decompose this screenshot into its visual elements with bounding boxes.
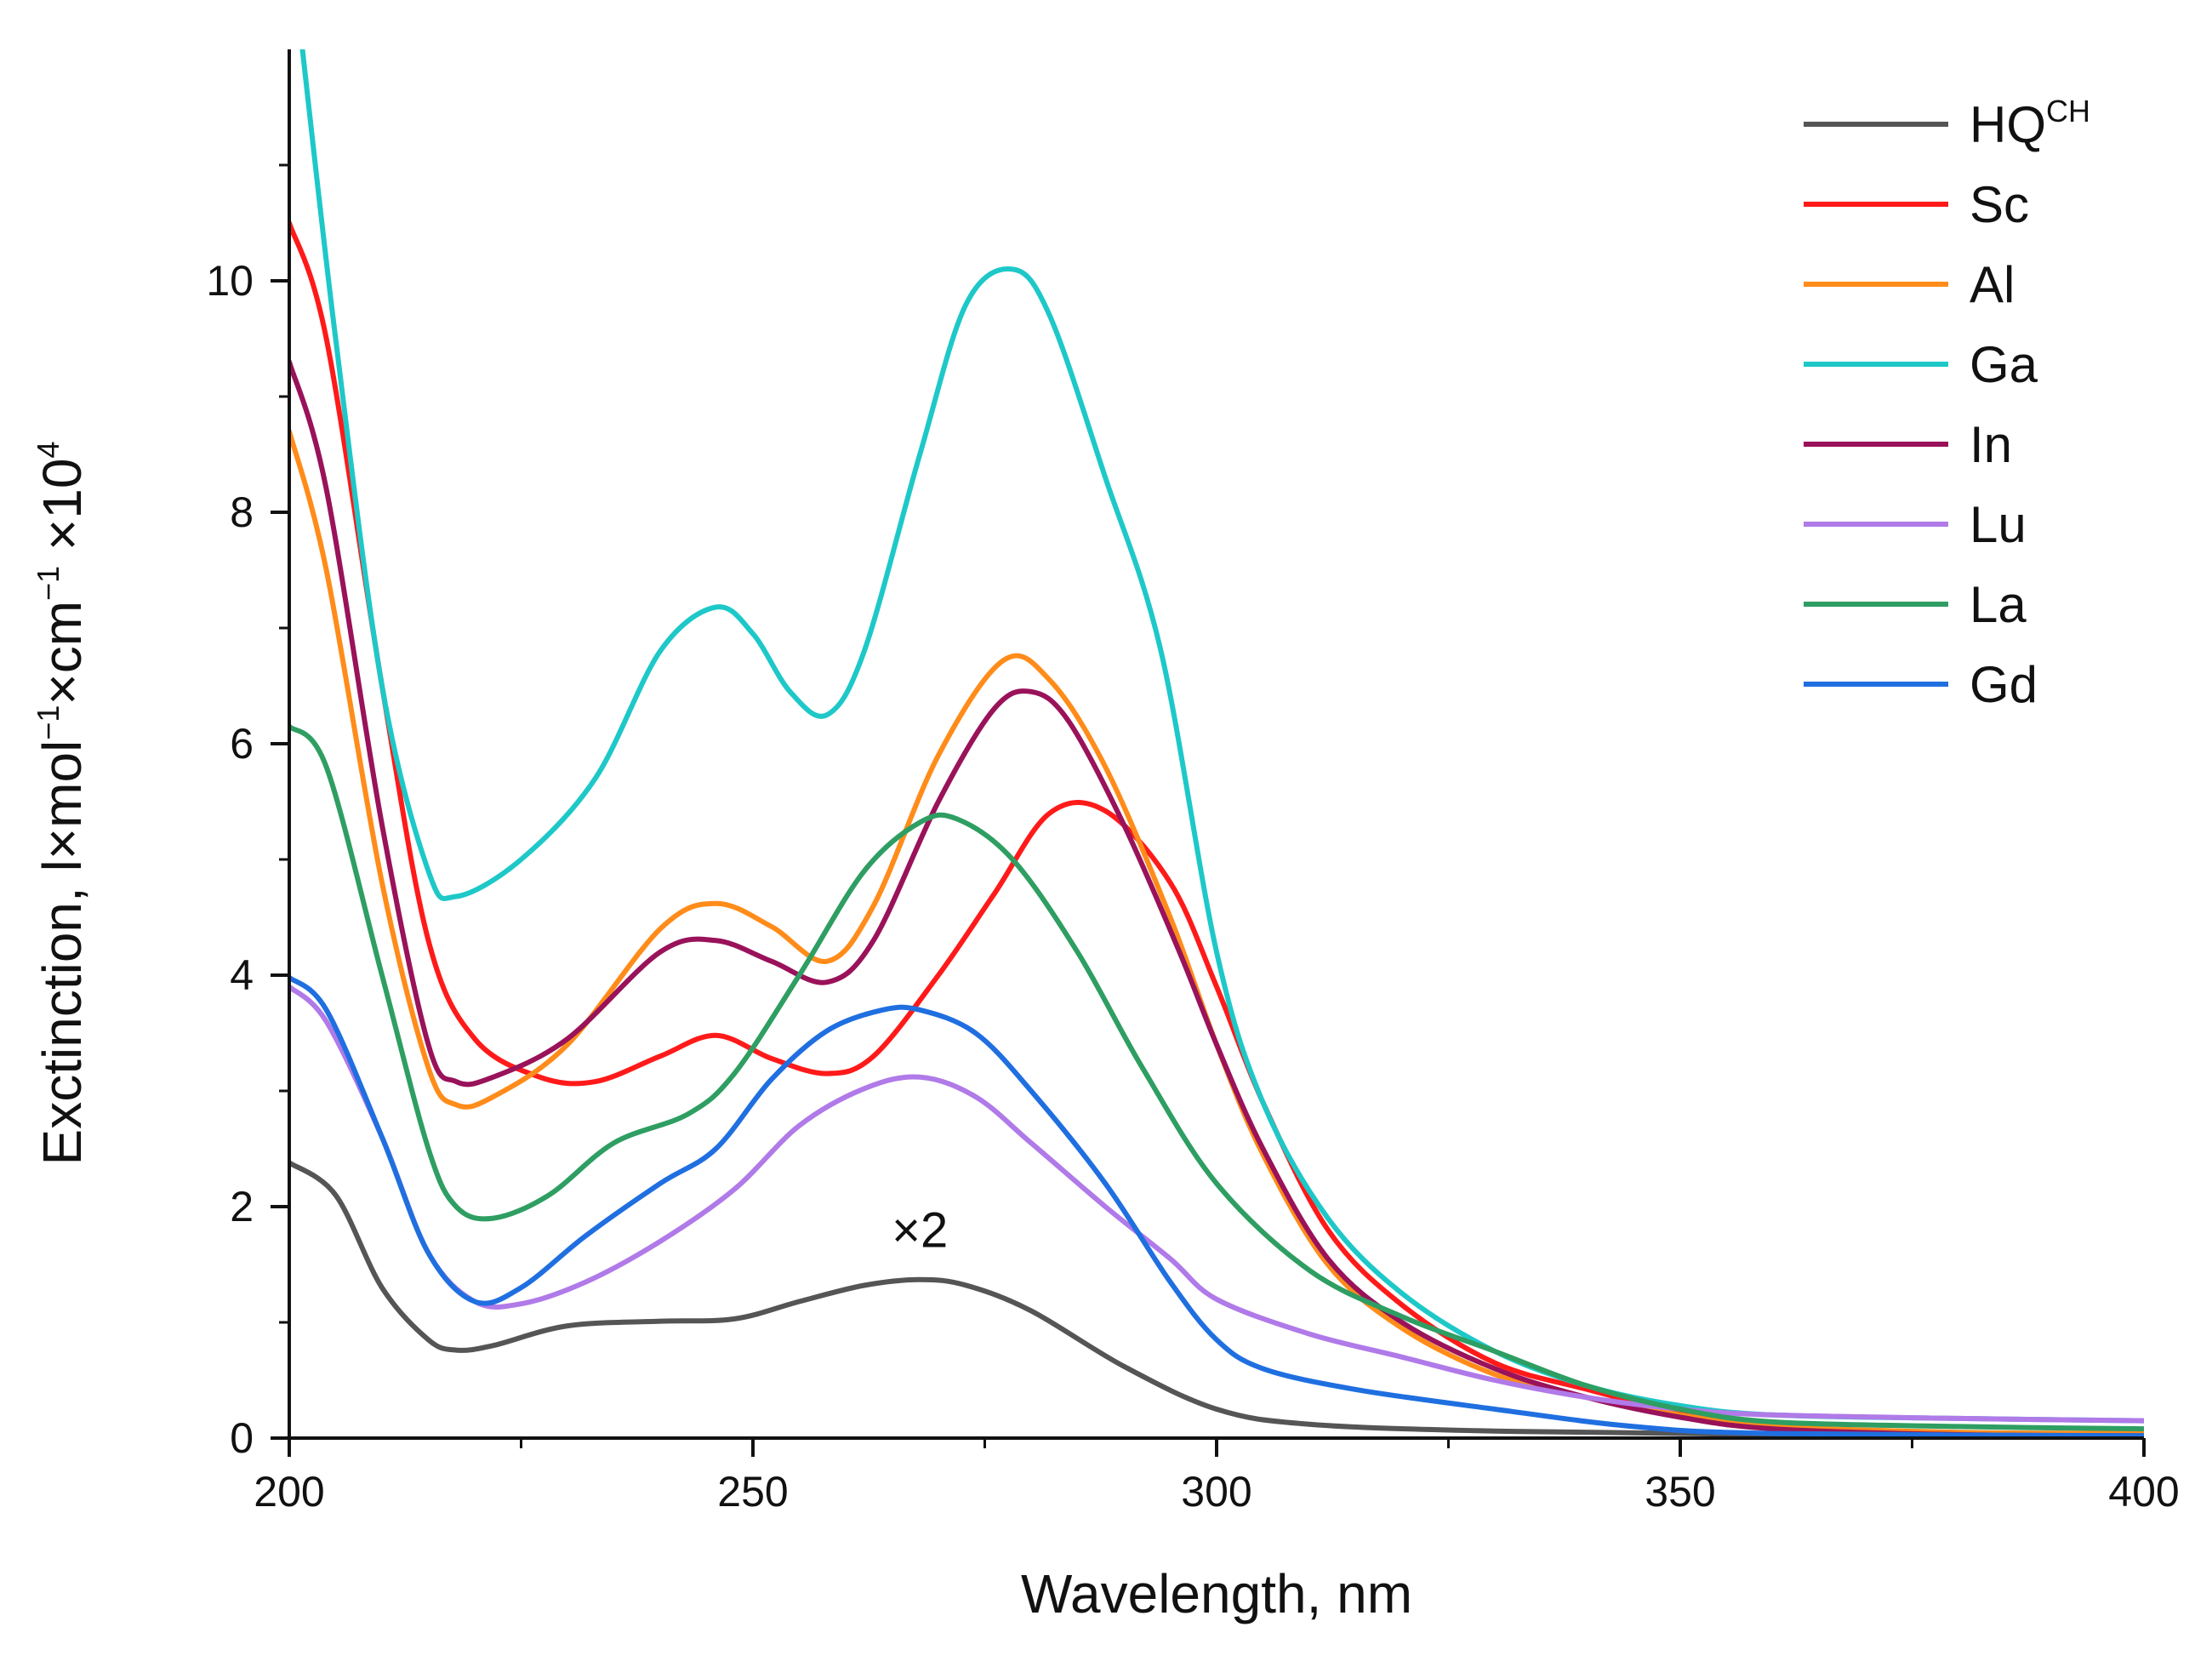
legend-label-text: In (1970, 416, 2012, 473)
series-layer (289, 49, 2144, 1438)
legend-label-hq: HQCH (1970, 94, 2090, 153)
legend-label-superscript: CH (2046, 94, 2090, 128)
y-axis-title-sup2: −1 (31, 566, 66, 601)
ticks-layer: 200 250 300 350 400 0 2 4 6 8 10 (206, 163, 2180, 1516)
y-tick-label-10: 10 (206, 257, 254, 305)
y-axis-title-main: Exctinction, l×mol (31, 740, 93, 1166)
x-tick-label-300: 300 (1181, 1468, 1251, 1516)
y-axis-title-tail: ×10 (31, 459, 93, 566)
y-tick-label-6: 6 (230, 720, 254, 768)
y-axis-title-mid: ×cm (31, 601, 93, 705)
x-tick-label-350: 350 (1645, 1468, 1715, 1516)
legend-label-text: Gd (1970, 656, 2038, 713)
legend-label-gd: Gd (1970, 656, 2038, 713)
series-line-lu (289, 984, 2144, 1424)
legend-label-al: Al (1970, 256, 2015, 313)
legend-label-text: Ga (1970, 336, 2038, 393)
series-line-sc (289, 220, 2144, 1438)
series-line-la (289, 723, 2144, 1432)
legend-label-text: HQ (1970, 96, 2046, 153)
legend-label-lu: Lu (1970, 496, 2027, 553)
y-axis-title: Exctinction, l×mol−1×cm−1 ×104 (31, 442, 93, 1166)
y-axis-title-sup1: −1 (31, 705, 66, 740)
legend-label-la: La (1970, 576, 2027, 633)
legend-label-text: Sc (1970, 176, 2029, 233)
x-tick-label-200: 200 (254, 1468, 324, 1516)
legend-label-sc: Sc (1970, 176, 2029, 233)
x-tick-label-250: 250 (717, 1468, 788, 1516)
series-line-ga (299, 49, 2144, 1424)
y-axis-title-sup3: 4 (31, 442, 66, 459)
legend-label-text: Lu (1970, 496, 2027, 553)
legend-label-text: La (1970, 576, 2027, 633)
series-line-al (289, 428, 2144, 1436)
x-axis-title: Wavelength, nm (1021, 1563, 1412, 1624)
y-tick-label-4: 4 (230, 951, 254, 999)
legend: HQCH Sc Al Ga In Lu La Gd (1804, 94, 2090, 713)
y-tick-label-2: 2 (230, 1183, 254, 1230)
y-tick-label-8: 8 (230, 488, 254, 536)
series-line-hq (289, 1160, 2144, 1438)
series-line-gd (289, 974, 2144, 1438)
legend-label-text: Al (1970, 256, 2015, 313)
x-tick-label-400: 400 (2108, 1468, 2179, 1516)
legend-label-ga: Ga (1970, 336, 2038, 393)
axes-layer (288, 49, 2144, 1440)
scale-annotation: ×2 (892, 1203, 948, 1259)
y-tick-label-0: 0 (230, 1414, 254, 1462)
legend-label-in: In (1970, 416, 2012, 473)
